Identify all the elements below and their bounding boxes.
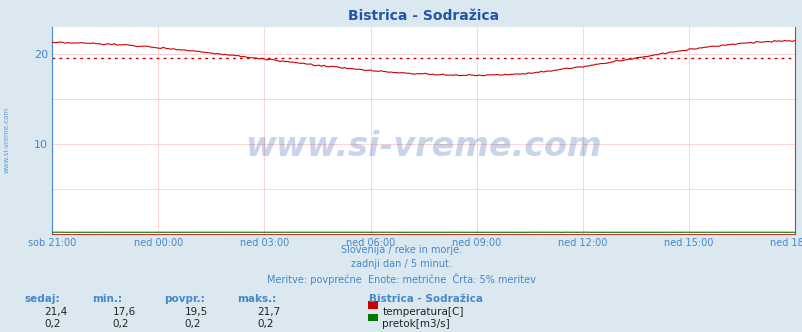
Text: maks.:: maks.: bbox=[237, 294, 276, 304]
Text: www.si-vreme.com: www.si-vreme.com bbox=[3, 106, 10, 173]
Text: 0,2: 0,2 bbox=[257, 319, 273, 329]
Text: Slovenija / reke in morje.: Slovenija / reke in morje. bbox=[341, 245, 461, 255]
Text: 0,2: 0,2 bbox=[112, 319, 129, 329]
Text: sedaj:: sedaj: bbox=[24, 294, 59, 304]
Text: 17,6: 17,6 bbox=[112, 307, 136, 317]
Text: zadnji dan / 5 minut.: zadnji dan / 5 minut. bbox=[350, 259, 452, 269]
Text: Bistrica - Sodražica: Bistrica - Sodražica bbox=[369, 294, 483, 304]
Text: 0,2: 0,2 bbox=[184, 319, 201, 329]
Text: min.:: min.: bbox=[92, 294, 122, 304]
Text: www.si-vreme.com: www.si-vreme.com bbox=[245, 130, 602, 163]
Text: povpr.:: povpr.: bbox=[164, 294, 205, 304]
Text: Meritve: povprečne  Enote: metrične  Črta: 5% meritev: Meritve: povprečne Enote: metrične Črta:… bbox=[267, 273, 535, 285]
Text: 0,2: 0,2 bbox=[44, 319, 61, 329]
Text: 19,5: 19,5 bbox=[184, 307, 208, 317]
Text: temperatura[C]: temperatura[C] bbox=[382, 307, 463, 317]
Text: pretok[m3/s]: pretok[m3/s] bbox=[382, 319, 449, 329]
Text: 21,4: 21,4 bbox=[44, 307, 67, 317]
Text: 21,7: 21,7 bbox=[257, 307, 280, 317]
Title: Bistrica - Sodražica: Bistrica - Sodražica bbox=[347, 9, 499, 23]
